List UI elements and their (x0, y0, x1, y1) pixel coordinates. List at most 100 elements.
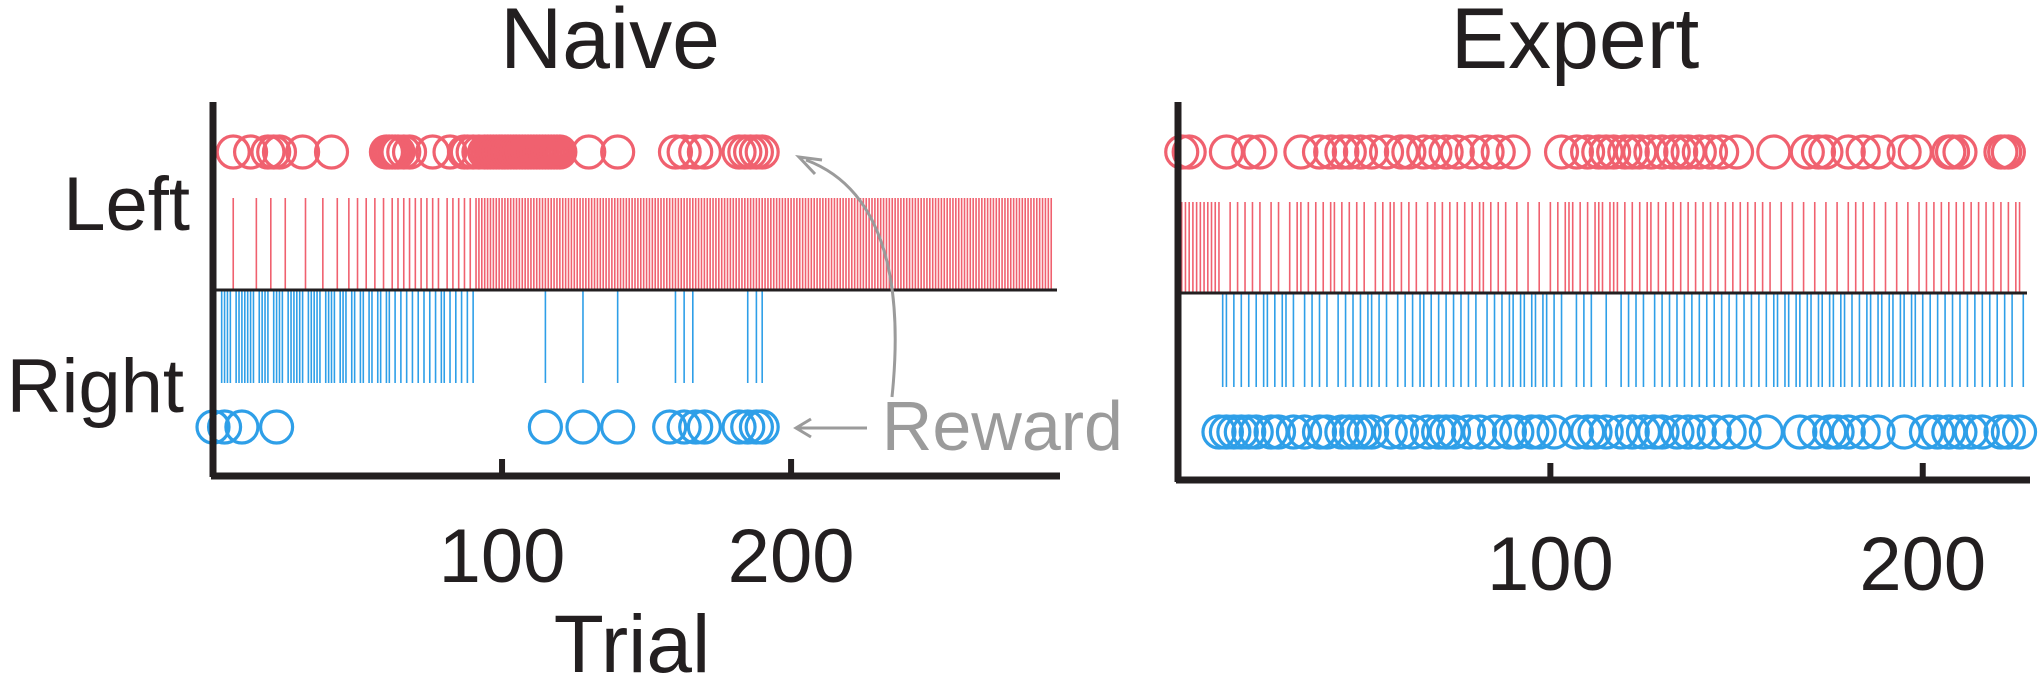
right-reward-marker (1346, 414, 1382, 450)
left-reward-marker (1171, 134, 1207, 170)
right-reward-marker (1309, 414, 1345, 450)
expert-x-ticks: 100 200 (1487, 463, 1986, 607)
left-reward-marker (1480, 134, 1516, 170)
left-reward-marker (1570, 134, 1606, 170)
reward-curved-arrow (805, 158, 897, 398)
x-tick-label: 100 (1487, 522, 1614, 607)
x-axis-label: Trial (554, 599, 710, 677)
left-reward-marker (1614, 134, 1650, 170)
right-reward-marker (1696, 414, 1732, 450)
right-reward-marker (1659, 414, 1695, 450)
left-reward-marker (1231, 134, 1267, 170)
right-reward-marker (1287, 414, 1323, 450)
x-tick-label: 200 (728, 514, 855, 599)
right-reward-marker (686, 409, 722, 445)
left-reward-marker (232, 134, 269, 170)
left-reward-marker (600, 134, 636, 170)
right-reward-marker (206, 409, 243, 445)
left-reward-marker (1417, 134, 1453, 170)
left-reward-marker (686, 134, 722, 170)
right-reward-marker (1231, 414, 1267, 450)
naive-marks (195, 134, 1053, 445)
left-reward-marker (1342, 134, 1379, 170)
right-reward-marker (1238, 414, 1274, 450)
left-reward-marker (1718, 134, 1755, 170)
right-reward-marker (1964, 414, 2000, 450)
right-reward-marker (1324, 414, 1360, 450)
left-reward-marker (1301, 134, 1338, 170)
left-reward-marker (1886, 134, 1922, 170)
left-reward-marker (1596, 134, 1632, 170)
right-reward-marker (1462, 414, 1498, 450)
right-reward-marker (744, 409, 780, 445)
reward-straight-arrowhead (793, 417, 812, 439)
right-reward-marker (1670, 414, 1706, 450)
right-reward-marker (1819, 414, 1855, 450)
left-reward-marker (678, 134, 714, 170)
left-reward-marker (1692, 134, 1729, 170)
right-reward-marker (1223, 414, 1259, 450)
right-reward-marker (1450, 414, 1487, 450)
left-reward-marker (261, 134, 298, 170)
left-reward-marker (1789, 134, 1825, 170)
left-reward-marker (1454, 134, 1490, 170)
right-reward-marker (1558, 414, 1595, 450)
right-reward-marker (1953, 414, 1989, 450)
reward-annotation: Reward (793, 154, 1123, 465)
right-reward-marker (1782, 414, 1818, 450)
right-reward-marker (1383, 414, 1420, 450)
right-reward-marker (1208, 414, 1245, 450)
left-reward-marker (1800, 134, 1837, 170)
right-reward-marker (1260, 414, 1297, 450)
right-reward-marker (652, 409, 688, 445)
left-reward-marker (1428, 134, 1464, 170)
left-reward-marker (1607, 134, 1643, 170)
right-reward-marker (1491, 414, 1528, 450)
right-reward-marker (1201, 414, 1237, 450)
left-reward-marker (657, 134, 694, 170)
left-reward-marker (666, 134, 702, 170)
right-reward-marker (1354, 414, 1390, 450)
right-reward-marker (1644, 414, 1680, 450)
right-reward-marker (1435, 414, 1472, 450)
left-reward-marker (215, 134, 251, 170)
left-reward-marker (1313, 134, 1349, 170)
left-reward-marker (1860, 134, 1896, 170)
right-reward-marker (730, 409, 766, 445)
left-reward-marker (1391, 134, 1427, 170)
left-reward-marker (571, 134, 607, 170)
left-reward-marker (1558, 134, 1595, 170)
right-reward-marker (1514, 414, 1550, 450)
left-reward-marker (285, 134, 321, 170)
left-reward-marker (1942, 134, 1978, 170)
left-reward-marker (432, 134, 468, 170)
right-reward-marker (600, 409, 636, 445)
expert-panel: Expert 100 200 (1164, 0, 2038, 607)
right-reward-marker (1499, 414, 1535, 450)
right-reward-marker (1331, 414, 1367, 450)
naive-panel: Naive Left Right 100 200 Trial Reward (7, 0, 1123, 677)
right-reward-marker (666, 409, 702, 445)
right-reward-marker (678, 409, 714, 445)
right-reward-marker (1614, 414, 1650, 450)
left-reward-marker (1633, 134, 1669, 170)
right-reward-marker (1711, 414, 1747, 450)
expert-title: Expert (1451, 0, 1700, 87)
right-reward-marker (1409, 414, 1446, 450)
expert-marks (1164, 134, 2038, 450)
left-reward-marker (1543, 134, 1580, 170)
right-reward-marker (1476, 414, 1513, 450)
right-reward-marker (1421, 414, 1457, 450)
left-reward-marker (744, 134, 780, 170)
left-reward-marker (1324, 134, 1360, 170)
right-reward-marker (224, 409, 260, 445)
x-tick-label: 100 (439, 514, 566, 599)
left-reward-marker (1495, 134, 1531, 170)
right-reward-marker (1942, 414, 1978, 450)
left-reward-marker (1439, 134, 1475, 170)
naive-x-ticks: 100 200 (439, 459, 855, 599)
left-reward-marker (1164, 134, 1200, 170)
right-reward-marker (527, 409, 563, 445)
left-reward-marker (1283, 134, 1319, 170)
